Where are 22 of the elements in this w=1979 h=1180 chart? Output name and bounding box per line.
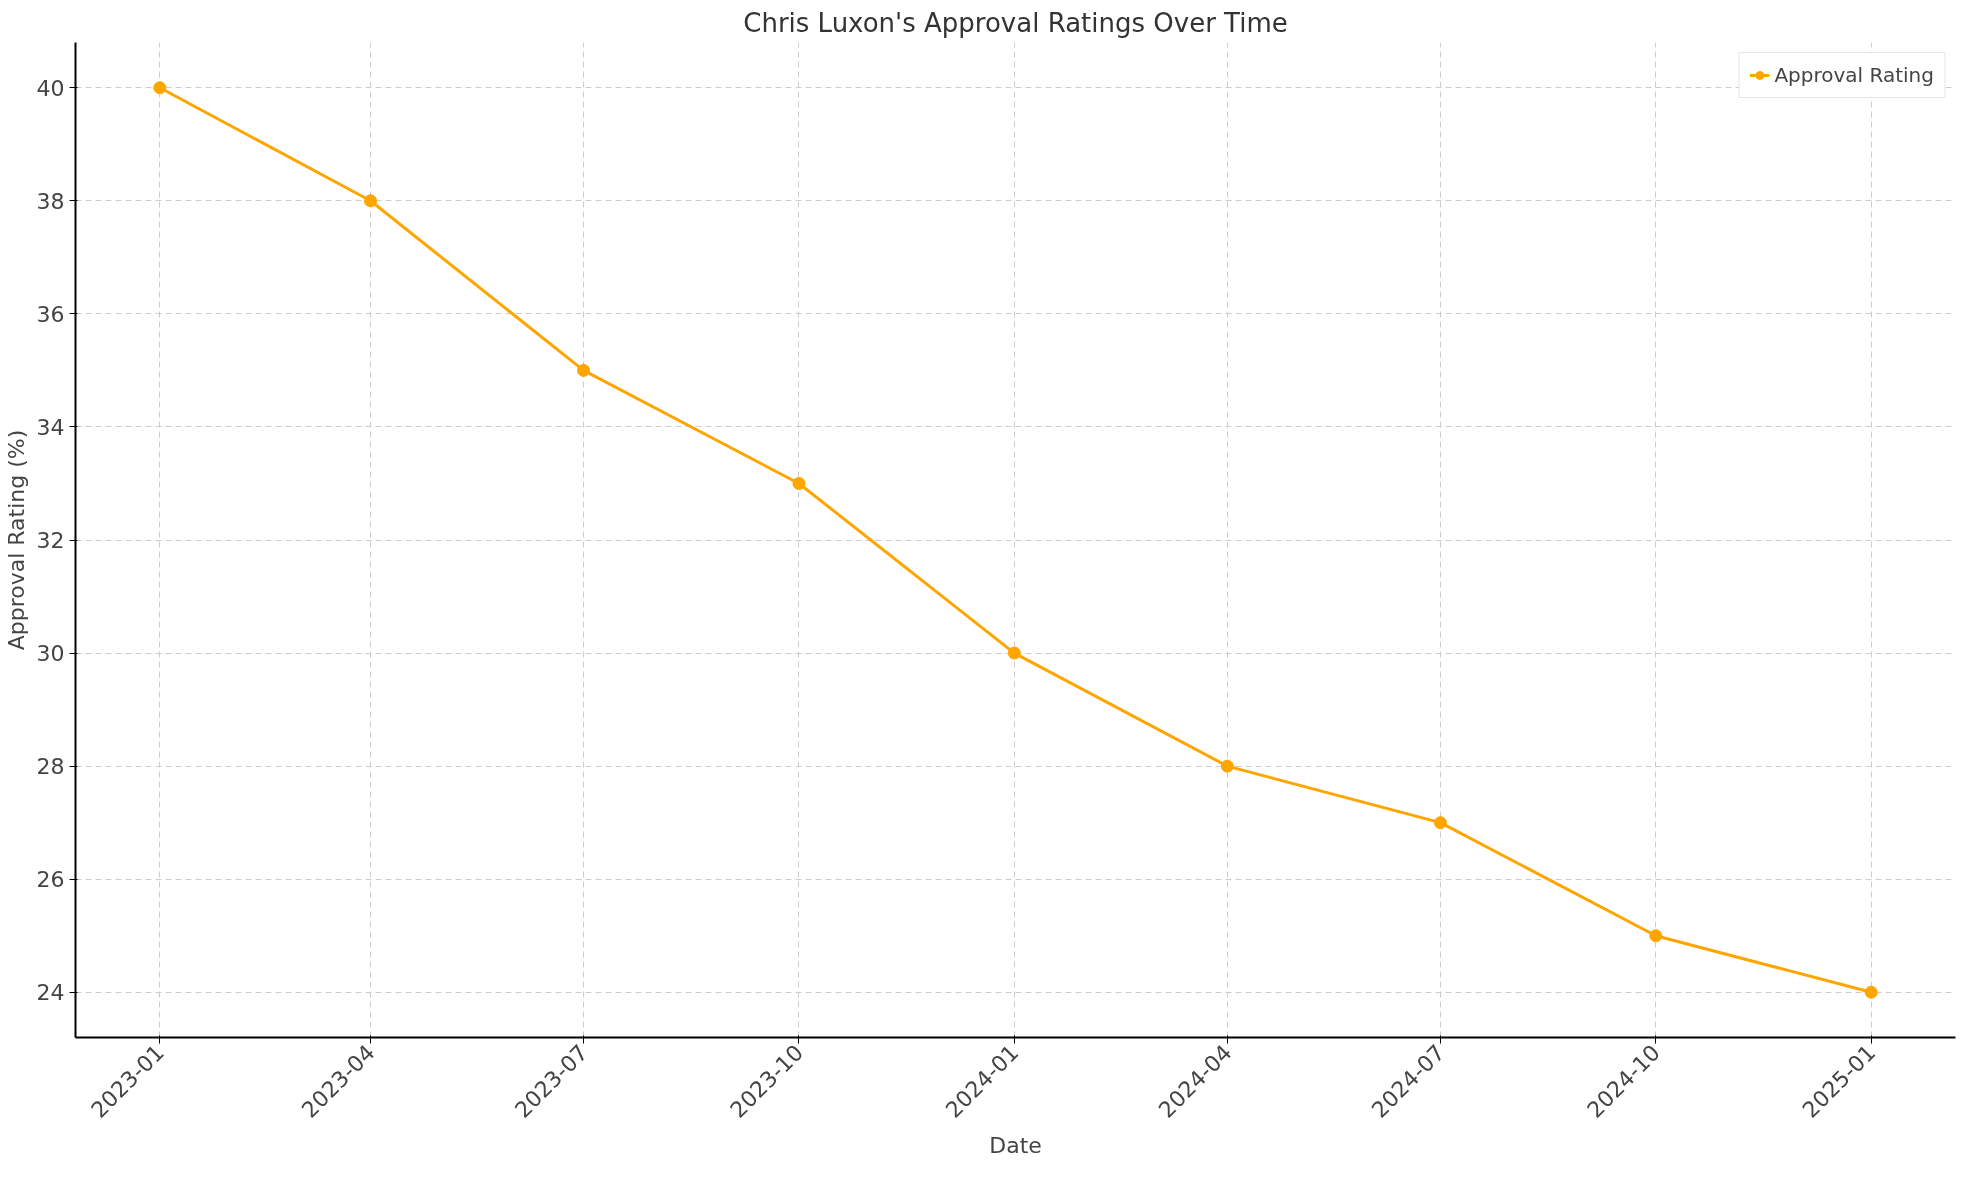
y-axis-title: Approval Rating (%) bbox=[3, 429, 29, 651]
point bbox=[153, 81, 167, 95]
point bbox=[363, 194, 377, 208]
x-axis-title: Date bbox=[989, 1132, 1042, 1158]
legend-label: Approval Rating bbox=[1774, 63, 1934, 87]
chart-title: Chris Luxon's Approval Ratings Over Time bbox=[743, 7, 1288, 38]
y-tick-label: 26 bbox=[36, 867, 65, 893]
point bbox=[1433, 816, 1447, 830]
y-tick-label: 32 bbox=[36, 528, 65, 553]
y-tick-label: 28 bbox=[36, 754, 65, 780]
point bbox=[1007, 646, 1021, 660]
point bbox=[577, 363, 591, 377]
point bbox=[1649, 929, 1663, 943]
y-tick-label: 24 bbox=[36, 980, 65, 1006]
point bbox=[1864, 985, 1878, 999]
y-tick-label: 38 bbox=[36, 188, 65, 214]
y-tick-label: 30 bbox=[36, 641, 65, 667]
y-tick-label: 36 bbox=[36, 301, 65, 327]
y-tick-label: 34 bbox=[36, 414, 65, 440]
point bbox=[792, 476, 806, 490]
y-tick-label: 40 bbox=[36, 75, 65, 101]
point bbox=[1220, 759, 1234, 773]
